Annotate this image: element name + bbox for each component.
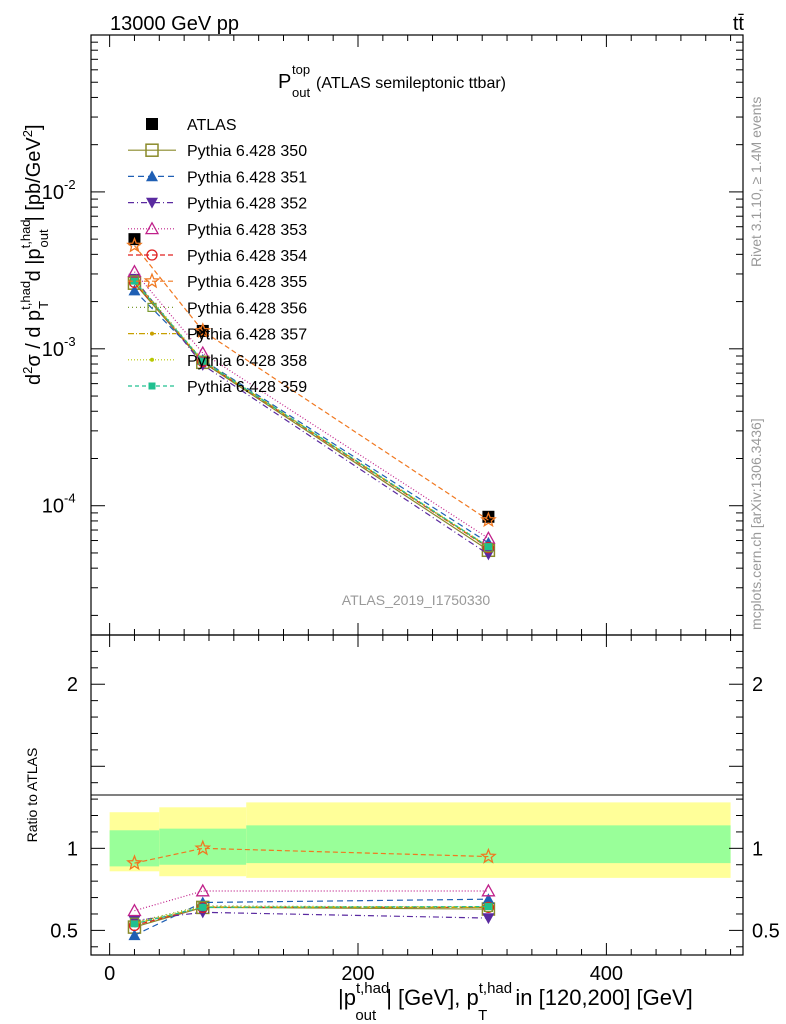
ratio-line-3 — [134, 890, 489, 912]
legend-marker-6 — [143, 272, 161, 289]
main-line-6 — [133, 245, 489, 521]
legend-marker-9 — [150, 357, 154, 362]
main-point-2-0 — [128, 284, 141, 296]
plot-title-rest: (ATLAS semileptonic ttbar) — [316, 75, 506, 92]
main-point-10-0 — [130, 277, 138, 285]
legend-marker-5 — [146, 249, 158, 261]
main-point-4-0 — [127, 264, 142, 278]
y-tick-label-ratio-right: 1 — [752, 838, 763, 860]
rivet-label: Rivet 3.1.10, ≥ 1.4M events — [748, 97, 764, 267]
legend-marker-0 — [146, 118, 158, 130]
main-point-6-2 — [480, 511, 497, 528]
main-point-0-2 — [482, 510, 495, 523]
ratio-point-5-0 — [126, 854, 143, 871]
main-line-4 — [134, 271, 489, 539]
plot-title: P top out (ATLAS semileptonic ttbar) — [278, 62, 506, 100]
legend-marker-10 — [148, 382, 156, 390]
ratio-y-axis-title: Ratio to ATLAS — [24, 748, 40, 843]
main-point-10-2 — [484, 543, 492, 551]
y-tick-label-ratio-left: 2 — [67, 674, 78, 696]
ratio-point-5-1 — [194, 839, 212, 856]
main-y-axis-title: d2σ / d pt,had T d |pt,had out| [pb/GeV2] — [18, 124, 51, 385]
legend-label-9: Pythia 6.428 358 — [187, 353, 307, 370]
green-band-0 — [109, 830, 160, 867]
x-tick-label: 0 — [104, 963, 115, 985]
legend-marker-2 — [146, 170, 158, 182]
main-line-2 — [134, 290, 489, 544]
ratio-point-3-1 — [195, 883, 210, 897]
plot-title-sub: out — [292, 85, 310, 100]
legend-label-2: Pythia 6.428 351 — [187, 169, 307, 186]
y-tick-label-main-exp: -4 — [64, 491, 76, 506]
legend-label-7: Pythia 6.428 356 — [187, 300, 307, 317]
legend-label-8: Pythia 6.428 357 — [187, 327, 307, 344]
legend-marker-4 — [144, 221, 160, 235]
y-tick-label-main: 10 — [42, 339, 64, 361]
main-point-6-0 — [126, 236, 143, 253]
main-line-1 — [134, 282, 489, 551]
main-line-9 — [134, 280, 489, 547]
legend-label-0: ATLAS — [187, 117, 237, 134]
ratio-point-5-2 — [480, 847, 497, 864]
legend-marker-3 — [146, 197, 158, 209]
ratio-point-3-0 — [127, 903, 142, 917]
ratio-point-1-2 — [482, 893, 495, 905]
legend-marker-8 — [150, 331, 154, 336]
main-line-5 — [134, 282, 489, 549]
main-line-7 — [134, 279, 489, 549]
y-tick-label-ratio-left: 0.5 — [50, 920, 78, 942]
ratio-point-3-2 — [481, 883, 496, 897]
x-tick-label: 200 — [341, 963, 374, 985]
y-tick-label-ratio-right: 0.5 — [752, 920, 780, 942]
x-tick-label: 400 — [590, 963, 623, 985]
main-line-10 — [134, 280, 489, 548]
main-point-10-1 — [199, 357, 207, 365]
ratio-point-9-2 — [484, 903, 492, 911]
header-right: tt̄ — [733, 13, 745, 35]
main-point-6-1 — [194, 322, 212, 339]
main-line-3 — [133, 278, 489, 555]
main-line-8 — [134, 281, 489, 548]
legend-marker-7 — [147, 302, 157, 312]
legend-label-3: Pythia 6.428 352 — [187, 196, 307, 213]
plot-title-sup: top — [292, 62, 310, 77]
main-series-group — [126, 233, 497, 561]
x-axis-title: |pt,had out| [GeV], pt,had T in [120,200] … — [338, 980, 693, 1024]
legend-label-1: Pythia 6.428 350 — [187, 143, 307, 160]
legend-label-10: Pythia 6.428 359 — [187, 379, 307, 396]
green-band-1 — [159, 828, 247, 865]
ratio-point-4-1 — [197, 901, 209, 914]
mcplots-label: mcplots.cern.ch [arXiv:1306.3436] — [748, 418, 764, 630]
main-point-5-2 — [482, 542, 495, 554]
ratio-line-2 — [134, 911, 489, 922]
y-tick-label-main-exp: -2 — [64, 177, 76, 192]
ratio-point-9-0 — [130, 920, 138, 928]
y-tick-label-main-exp: -3 — [64, 334, 76, 349]
y-tick-label-ratio-right: 2 — [752, 674, 763, 696]
plot-title-main: P — [278, 71, 291, 93]
legend-label-4: Pythia 6.428 353 — [187, 222, 307, 239]
green-band-2 — [246, 825, 731, 864]
ratio-point-9-1 — [199, 903, 207, 911]
legend-label-6: Pythia 6.428 355 — [187, 274, 307, 291]
legend: ATLAS Pythia 6.428 350 Pythia 6.428 351 Pyt… — [128, 117, 307, 396]
ratio-point-2-2 — [482, 913, 495, 925]
legend-marker-1 — [145, 143, 159, 157]
header-left: 13000 GeV pp — [110, 13, 239, 35]
ratio-point-1-0 — [128, 929, 141, 941]
analysis-watermark: ATLAS_2019_I1750330 — [342, 592, 491, 608]
y-tick-label-ratio-left: 1 — [67, 838, 78, 860]
ratio-line-5 — [134, 847, 489, 864]
legend-label-5: Pythia 6.428 354 — [187, 248, 307, 265]
y-tick-label-main: 10 — [42, 496, 64, 518]
main-point-5-0 — [128, 276, 141, 289]
ratio-series-group — [126, 839, 497, 941]
y-tick-label-main: 10 — [42, 182, 64, 204]
ratio-point-4-2 — [482, 901, 495, 914]
